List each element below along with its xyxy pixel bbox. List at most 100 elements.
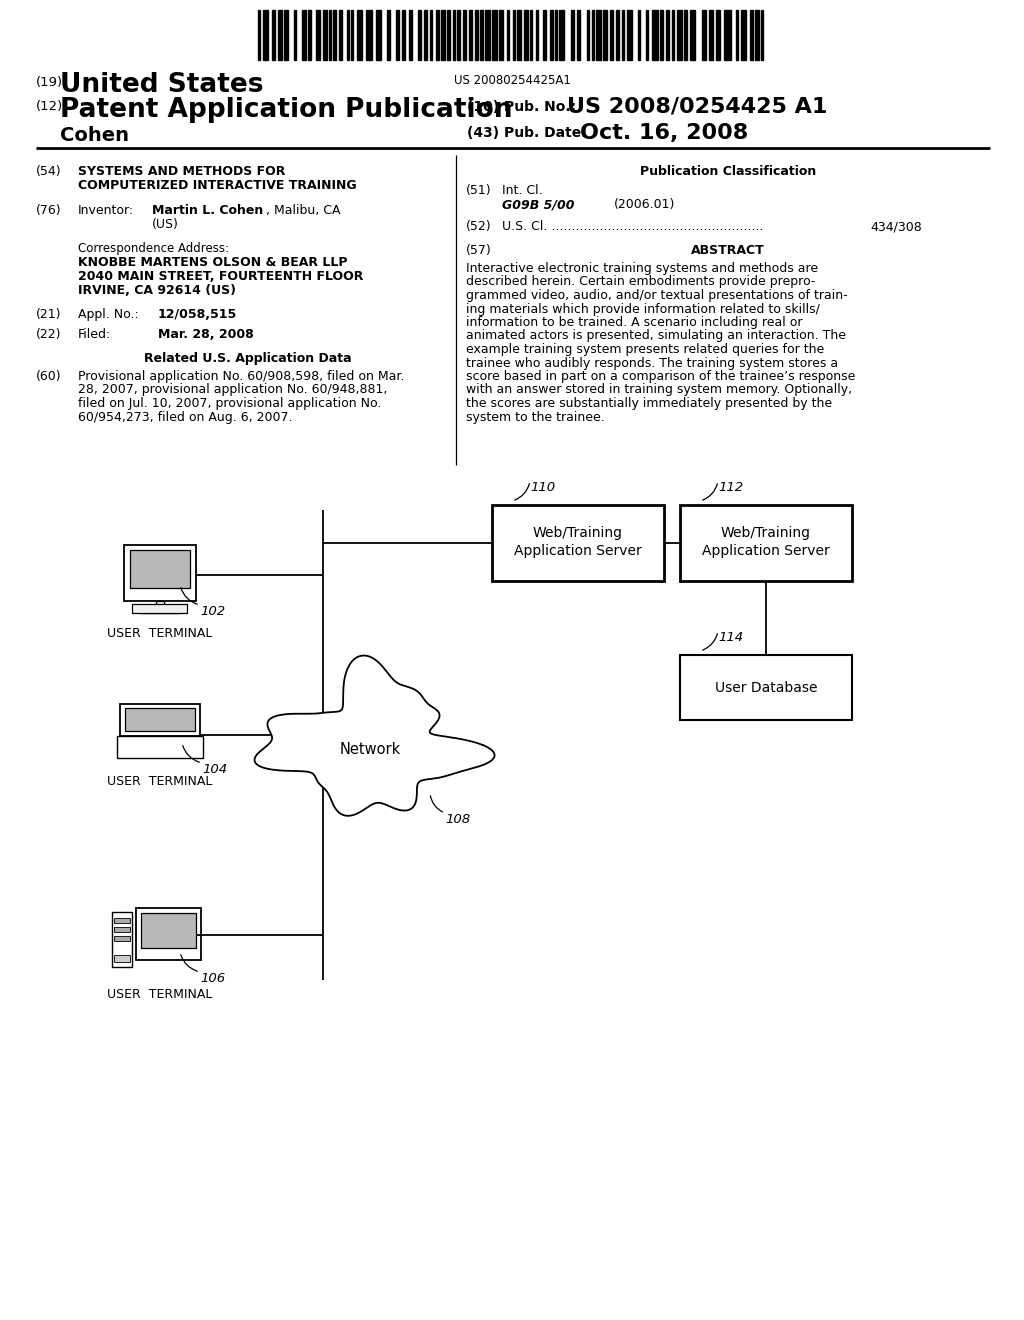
Bar [524,11,528,59]
Bar [616,11,618,59]
Text: animated actors is presented, simulating an interaction. The: animated actors is presented, simulating… [466,330,846,342]
Text: U.S. Cl. .....................................................: U.S. Cl. ...............................… [502,220,763,234]
Text: Publication Classification: Publication Classification [640,165,816,178]
Text: IRVINE, CA 92614 (US): IRVINE, CA 92614 (US) [78,284,236,297]
Text: Martin L. Cohen: Martin L. Cohen [152,205,263,216]
Text: described herein. Certain embodiments provide prepro-: described herein. Certain embodiments pr… [466,276,815,289]
Text: USER  TERMINAL: USER TERMINAL [108,987,213,1001]
Text: USER  TERMINAL: USER TERMINAL [108,775,213,788]
Text: grammed video, audio, and/or textual presentations of train-: grammed video, audio, and/or textual pre… [466,289,848,302]
Bar [463,11,466,59]
Text: Inventor:: Inventor: [78,205,134,216]
Bar [436,11,439,59]
Bar [396,11,399,59]
Bar [480,11,483,59]
Bar [680,506,852,581]
Bar [140,913,196,948]
Bar [627,11,632,59]
Bar [555,11,557,59]
Bar [492,11,497,59]
Text: Application Server: Application Server [514,544,642,558]
Bar [114,927,129,932]
Bar [741,11,746,59]
Bar [357,11,362,59]
Text: 28, 2007, provisional application No. 60/948,881,: 28, 2007, provisional application No. 60… [78,384,387,396]
Bar [638,11,640,59]
Bar [660,11,663,59]
Text: Mar. 28, 2008: Mar. 28, 2008 [158,327,254,341]
Bar [559,11,564,59]
Bar [125,708,195,731]
Bar [130,550,190,587]
Text: (76): (76) [36,205,61,216]
Bar [366,11,372,59]
Text: 434/308: 434/308 [870,220,922,234]
Bar [596,11,601,59]
Bar [278,11,282,59]
Bar [485,11,490,59]
Text: 2040 MAIN STREET, FOURTEENTH FLOOR: 2040 MAIN STREET, FOURTEENTH FLOOR [78,271,364,282]
Bar [339,11,342,59]
Bar [750,11,753,59]
Text: 114: 114 [718,631,743,644]
Bar [652,11,658,59]
Bar [114,954,129,962]
Text: (US): (US) [152,218,179,231]
Text: US 2008/0254425 A1: US 2008/0254425 A1 [567,96,827,117]
Text: 108: 108 [445,813,470,826]
Bar [684,11,687,59]
Text: (10) Pub. No.:: (10) Pub. No.: [467,100,577,114]
Bar [492,506,664,581]
Bar [587,11,589,59]
Text: (2006.01): (2006.01) [614,198,676,211]
Bar [716,11,720,59]
Text: (22): (22) [36,327,61,341]
Text: (52): (52) [466,220,492,234]
Bar [409,11,412,59]
Text: 110: 110 [530,480,555,494]
Text: (57): (57) [466,244,492,257]
Bar [387,11,390,59]
Text: Correspondence Address:: Correspondence Address: [78,242,229,255]
Text: SYSTEMS AND METHODS FOR: SYSTEMS AND METHODS FOR [78,165,286,178]
Bar [736,11,738,59]
Bar [424,11,427,59]
Bar [258,11,260,59]
Bar [702,11,706,59]
Text: United States: United States [60,73,263,98]
Bar [376,11,381,59]
Bar [530,11,532,59]
Text: (60): (60) [36,370,61,383]
Bar [132,605,187,612]
Bar [761,11,763,59]
Bar [316,11,319,59]
Text: 106: 106 [200,972,225,985]
Bar [571,11,574,59]
Text: filed on Jul. 10, 2007, provisional application No.: filed on Jul. 10, 2007, provisional appl… [78,397,381,411]
Text: system to the trainee.: system to the trainee. [466,411,605,424]
Bar [690,11,695,59]
Text: (21): (21) [36,308,61,321]
Text: Web/Training: Web/Training [721,525,811,540]
Bar [347,11,349,59]
Text: information to be trained. A scenario including real or: information to be trained. A scenario in… [466,315,803,329]
Text: Filed:: Filed: [78,327,112,341]
Text: ing materials which provide information related to skills/: ing materials which provide information … [466,302,820,315]
Text: the scores are substantially immediately presented by the: the scores are substantially immediately… [466,397,833,411]
Bar [677,11,682,59]
Text: 12/058,515: 12/058,515 [158,308,238,321]
Bar [536,11,538,59]
Bar [453,11,455,59]
Text: G09B 5/00: G09B 5/00 [502,198,574,211]
Text: example training system presents related queries for the: example training system presents related… [466,343,824,356]
Bar [755,11,759,59]
Text: (51): (51) [466,183,492,197]
Bar [124,545,196,601]
Bar [577,11,580,59]
Bar [646,11,648,59]
Bar [135,908,201,960]
Bar [112,912,131,968]
Bar [402,11,406,59]
Text: 112: 112 [718,480,743,494]
Bar [550,11,553,59]
